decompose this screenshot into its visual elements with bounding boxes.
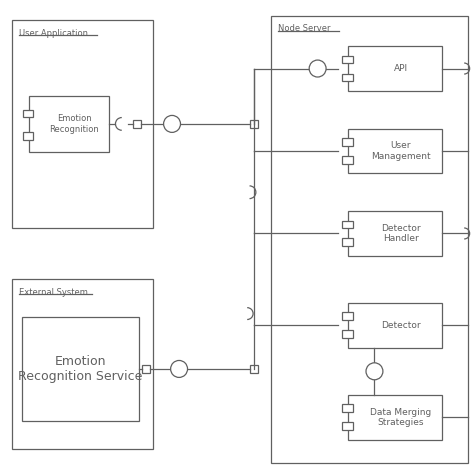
FancyBboxPatch shape bbox=[133, 119, 141, 128]
Circle shape bbox=[366, 363, 383, 380]
FancyBboxPatch shape bbox=[22, 317, 139, 421]
FancyBboxPatch shape bbox=[343, 422, 353, 430]
Text: Detector: Detector bbox=[381, 321, 420, 330]
FancyBboxPatch shape bbox=[142, 365, 150, 373]
FancyBboxPatch shape bbox=[343, 55, 353, 63]
Text: API: API bbox=[394, 64, 408, 73]
FancyBboxPatch shape bbox=[348, 211, 442, 256]
Circle shape bbox=[164, 116, 181, 132]
FancyBboxPatch shape bbox=[348, 128, 442, 173]
FancyBboxPatch shape bbox=[343, 138, 353, 146]
Circle shape bbox=[309, 60, 326, 77]
FancyBboxPatch shape bbox=[250, 119, 258, 128]
FancyBboxPatch shape bbox=[343, 330, 353, 338]
Text: Emotion
Recognition: Emotion Recognition bbox=[49, 114, 99, 134]
Text: Detector
Handler: Detector Handler bbox=[381, 224, 420, 243]
FancyBboxPatch shape bbox=[348, 303, 442, 348]
FancyBboxPatch shape bbox=[343, 156, 353, 164]
FancyBboxPatch shape bbox=[343, 404, 353, 412]
Text: User
Management: User Management bbox=[371, 141, 430, 161]
FancyBboxPatch shape bbox=[343, 238, 353, 246]
Text: Node Server: Node Server bbox=[278, 24, 330, 33]
FancyBboxPatch shape bbox=[348, 395, 442, 439]
FancyBboxPatch shape bbox=[12, 279, 153, 449]
FancyBboxPatch shape bbox=[23, 109, 34, 117]
FancyBboxPatch shape bbox=[23, 132, 34, 140]
FancyBboxPatch shape bbox=[343, 220, 353, 228]
FancyBboxPatch shape bbox=[343, 73, 353, 81]
Text: External System: External System bbox=[19, 288, 88, 297]
FancyBboxPatch shape bbox=[348, 46, 442, 91]
FancyBboxPatch shape bbox=[343, 312, 353, 320]
Text: User Application: User Application bbox=[19, 29, 89, 38]
FancyBboxPatch shape bbox=[12, 20, 153, 228]
FancyBboxPatch shape bbox=[271, 16, 468, 463]
Circle shape bbox=[171, 360, 188, 377]
Text: Emotion
Recognition Service: Emotion Recognition Service bbox=[18, 355, 143, 383]
FancyBboxPatch shape bbox=[29, 96, 109, 152]
FancyBboxPatch shape bbox=[250, 365, 258, 373]
Text: Data Merging
Strategies: Data Merging Strategies bbox=[370, 408, 431, 427]
